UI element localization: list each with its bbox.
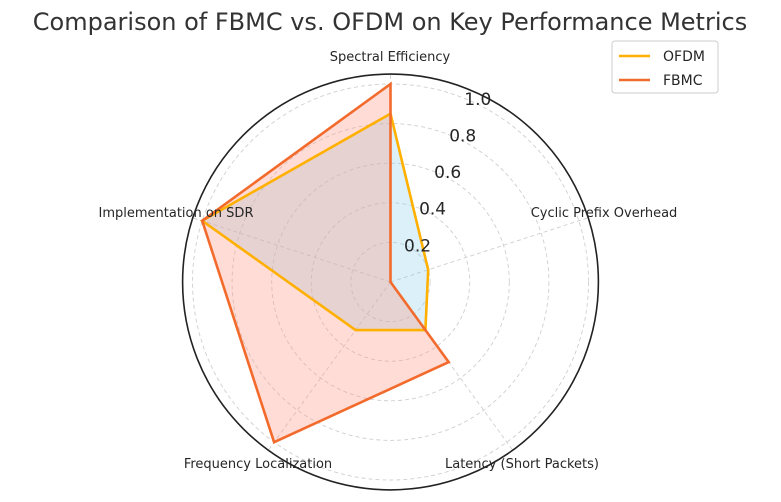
grid-circle-0 [350,241,431,323]
series-line-fbmc [200,81,451,444]
legend-label-fbmc: FBMC [663,73,703,89]
outer-spine [181,73,600,491]
rtick-label-4: 1.0 [464,90,491,110]
chart-title: Comparison of FBMC vs. OFDM on Key Perfo… [33,8,747,36]
axis-label-1: Cyclic Prefix Overhead [531,206,678,221]
axis-label-3: Frequency Localization [184,457,332,472]
series-fill-fbmc [202,84,449,443]
axis-label-2: Latency (Short Packets) [445,457,599,472]
series-fill-ofdm [202,113,429,331]
grid-circle-2 [271,162,510,402]
rtick-label-0: 0.2 [404,236,431,256]
series-line-ofdm [199,111,430,332]
axis-label-4: Implementation on SDR [99,206,254,221]
axis-labels: Spectral Efficiency Cyclic Prefix Overhea… [99,50,678,472]
axis-label-0: Spectral Efficiency [330,50,451,65]
series-layer [199,81,451,444]
rtick-label-3: 0.8 [449,126,476,146]
radial-tick-labels: 0.2 0.4 0.6 0.8 1.0 [404,90,491,257]
grid-circle-3 [231,123,550,441]
rtick-label-1: 0.4 [419,200,446,220]
legend: OFDM FBMC [611,40,719,94]
rtick-label-2: 0.6 [434,163,461,183]
legend-label-ofdm: OFDM [663,49,705,65]
